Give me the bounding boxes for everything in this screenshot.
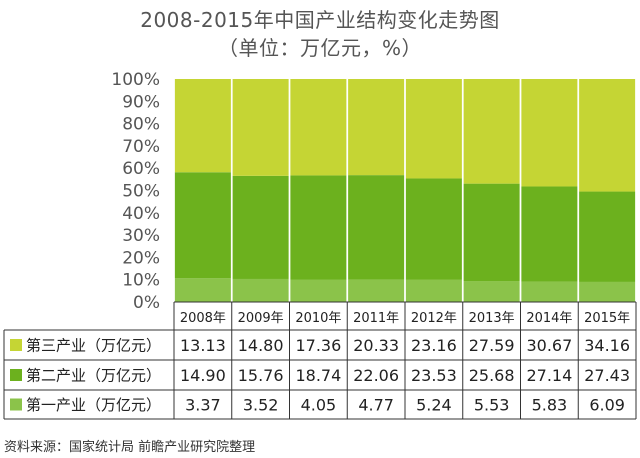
bar-segment-secondary (463, 183, 520, 282)
data-cell-value: 30.67 (526, 336, 572, 355)
chart-subtitle: （单位：万亿元，%） (217, 36, 422, 60)
bar-segment-primary (232, 278, 289, 302)
y-tick-label: 90% (122, 92, 160, 112)
bar-segment-secondary (290, 175, 347, 280)
y-tick-label: 30% (122, 226, 160, 246)
data-cell-value: 5.53 (474, 396, 510, 415)
bar-segment-tertiary (348, 79, 405, 176)
data-cell-value: 27.59 (469, 336, 515, 355)
data-cell-value: 20.33 (353, 336, 399, 355)
x-category-label: 2015年 (584, 311, 630, 326)
bar-segment-primary (405, 279, 462, 302)
bar-segment-tertiary (232, 79, 289, 176)
bar-segment-primary (579, 281, 636, 302)
data-cell-value: 6.09 (589, 396, 625, 415)
bar-segment-secondary (348, 175, 405, 280)
source-note: 资料来源：国家统计局 前瞻产业研究院整理 (4, 440, 256, 455)
bar-segment-secondary (174, 172, 231, 279)
y-tick-label: 10% (122, 271, 160, 291)
data-cell-value: 3.37 (185, 396, 221, 415)
legend-swatch-primary (10, 398, 22, 411)
data-cell-value: 34.16 (584, 336, 630, 355)
y-tick-label: 70% (122, 137, 160, 157)
data-cell-value: 18.74 (295, 366, 341, 385)
data-cell-value: 27.43 (584, 366, 630, 385)
y-tick-label: 100% (111, 70, 160, 90)
bar-segment-primary (290, 279, 347, 302)
data-cell-value: 5.83 (532, 396, 568, 415)
y-tick-label: 20% (122, 248, 160, 268)
legend-label: 第一产业（万亿元） (26, 396, 161, 414)
data-cell-value: 15.76 (238, 366, 284, 385)
data-cell-value: 4.77 (358, 396, 394, 415)
x-category-label: 2011年 (353, 311, 399, 326)
x-category-label: 2010年 (295, 311, 341, 326)
y-tick-label: 80% (122, 115, 160, 135)
bar-segment-tertiary (405, 79, 462, 179)
bar-segment-tertiary (579, 79, 636, 192)
legend-swatch-tertiary (10, 339, 22, 351)
bar-segment-tertiary (463, 79, 520, 184)
bar-segment-tertiary (290, 79, 347, 176)
data-cell-value: 4.05 (301, 396, 337, 415)
bar-segment-secondary (405, 178, 462, 280)
legend-swatch-secondary (10, 369, 22, 381)
bar-segment-primary (174, 278, 231, 302)
legend-label: 第二产业（万亿元） (26, 367, 161, 385)
bar-segment-primary (463, 281, 520, 302)
y-tick-label: 50% (122, 182, 160, 202)
legend-label: 第三产业（万亿元） (26, 337, 161, 355)
data-cell-value: 25.68 (469, 366, 515, 385)
x-category-label: 2014年 (526, 311, 572, 326)
y-tick-label: 60% (122, 159, 160, 179)
data-cell-value: 23.16 (411, 336, 457, 355)
data-cell-value: 27.14 (526, 366, 572, 385)
data-cell-value: 3.52 (243, 396, 279, 415)
x-category-label: 2012年 (411, 311, 457, 326)
data-cell-value: 17.36 (295, 336, 341, 355)
data-cell-value: 22.06 (353, 366, 399, 385)
bar-segment-tertiary (521, 79, 578, 187)
x-category-label: 2013年 (469, 311, 515, 326)
bar-segment-primary (348, 279, 405, 302)
data-cell-value: 13.13 (180, 336, 226, 355)
x-category-label: 2008年 (180, 311, 226, 326)
y-tick-label: 40% (122, 204, 160, 224)
x-category-label: 2009年 (238, 311, 284, 326)
bar-segment-secondary (521, 186, 578, 282)
data-cell-value: 14.80 (238, 336, 284, 355)
bar-segment-secondary (232, 175, 289, 279)
data-cell-value: 14.90 (180, 366, 226, 385)
data-cell-value: 5.24 (416, 396, 452, 415)
bar-segment-primary (521, 281, 578, 302)
data-cell-value: 23.53 (411, 366, 457, 385)
bar-segment-tertiary (174, 79, 231, 173)
y-tick-label: 0% (133, 293, 160, 313)
chart-title: 2008-2015年中国产业结构变化走势图 (140, 8, 500, 32)
bar-segment-secondary (579, 191, 636, 282)
